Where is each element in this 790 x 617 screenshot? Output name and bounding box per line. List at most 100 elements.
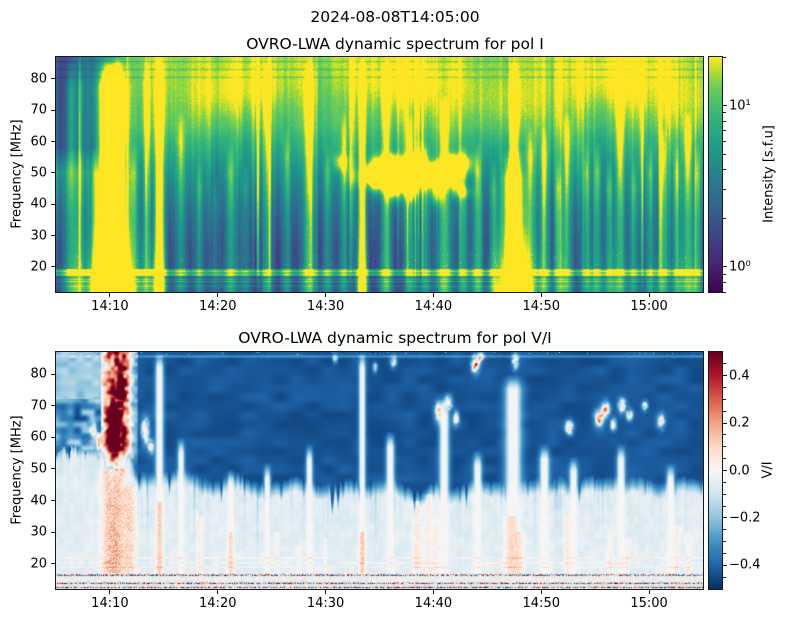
pol-i-colorbar-label: Intensity [s.f.u] <box>761 125 777 223</box>
y-tick-mark <box>51 266 55 268</box>
x-tick-label: 14:30 <box>306 299 345 314</box>
pol-vi-colorbar <box>708 351 723 590</box>
pol-i-ylabel: Frequency [MHz] <box>9 119 25 229</box>
colorbar-minor-tick <box>723 552 726 554</box>
pol-vi-heatmap <box>55 351 704 590</box>
x-tick-label: 14:40 <box>414 596 453 611</box>
pol-i-heatmap <box>55 56 704 293</box>
colorbar-minor-tick <box>723 398 726 400</box>
y-tick-mark <box>51 373 55 375</box>
colorbar-minor-tick <box>723 169 726 171</box>
x-tick-mark <box>648 293 650 297</box>
pol-vi-ylabel: Frequency [MHz] <box>9 415 25 525</box>
y-tick-label: 60 <box>30 134 47 150</box>
x-tick-mark <box>325 293 327 297</box>
colorbar-tick-label: −0.4 <box>729 557 761 573</box>
colorbar-minor-tick <box>723 282 726 284</box>
colorbar-minor-tick <box>723 273 726 275</box>
y-tick-label: 40 <box>30 196 47 212</box>
y-tick-label: 50 <box>30 461 47 477</box>
colorbar-minor-tick <box>723 120 726 122</box>
colorbar-minor-tick <box>723 387 726 389</box>
x-tick-label: 14:10 <box>91 299 129 314</box>
y-tick-label: 30 <box>30 524 47 540</box>
y-tick-label: 80 <box>30 71 47 87</box>
x-tick-mark <box>325 590 327 594</box>
x-tick-label: 14:50 <box>522 299 560 314</box>
y-tick-label: 40 <box>30 493 47 509</box>
colorbar-minor-tick <box>723 458 726 460</box>
colorbar-minor-tick <box>723 189 726 191</box>
x-tick-label: 14:20 <box>199 299 237 314</box>
y-tick-mark <box>51 405 55 407</box>
colorbar-minor-tick <box>723 446 726 448</box>
colorbar-minor-tick <box>723 493 726 495</box>
y-tick-mark <box>51 563 55 565</box>
colorbar-tick-label: −0.2 <box>729 510 761 526</box>
colorbar-major-tick <box>723 105 727 107</box>
x-tick-mark <box>217 293 219 297</box>
colorbar-minor-tick <box>723 153 726 155</box>
y-tick-label: 20 <box>30 259 47 275</box>
x-tick-label: 14:30 <box>306 596 345 611</box>
colorbar-minor-tick <box>723 541 726 543</box>
y-tick-mark <box>51 531 55 533</box>
colorbar-major-tick <box>723 517 727 519</box>
figure-suptitle: 2024-08-08T14:05:00 <box>310 8 480 26</box>
x-tick-mark <box>109 293 111 297</box>
y-tick-label: 80 <box>30 366 47 382</box>
pol-i-title: OVRO-LWA dynamic spectrum for pol I <box>246 35 544 53</box>
y-tick-mark <box>51 468 55 470</box>
colorbar-minor-tick <box>723 434 726 436</box>
y-tick-mark <box>51 141 55 143</box>
colorbar-tick-label: 10⁰ <box>729 259 751 275</box>
colorbar-major-tick <box>723 422 727 424</box>
colorbar-tick-label: 0.4 <box>729 368 750 384</box>
colorbar-tick-label: 0.2 <box>729 415 750 431</box>
x-tick-label: 15:00 <box>630 596 668 611</box>
y-tick-label: 20 <box>30 556 47 572</box>
y-tick-label: 50 <box>30 165 47 181</box>
pol-i-colorbar <box>708 56 723 293</box>
x-tick-label: 14:10 <box>91 596 129 611</box>
colorbar-tick-label: 0.0 <box>729 463 750 478</box>
colorbar-minor-tick <box>723 291 726 293</box>
x-tick-label: 15:00 <box>630 299 668 314</box>
colorbar-minor-tick <box>723 481 726 483</box>
y-tick-label: 30 <box>30 228 47 244</box>
x-tick-mark <box>648 590 650 594</box>
x-tick-label: 14:40 <box>414 299 453 314</box>
y-tick-mark <box>51 203 55 205</box>
colorbar-minor-tick <box>723 217 726 219</box>
y-tick-label: 70 <box>30 102 47 118</box>
pol-vi-title: OVRO-LWA dynamic spectrum for pol V/I <box>238 329 552 347</box>
colorbar-minor-tick <box>723 505 726 507</box>
colorbar-minor-tick <box>723 529 726 531</box>
colorbar-minor-tick <box>723 130 726 132</box>
colorbar-major-tick <box>723 266 727 268</box>
x-tick-mark <box>432 293 434 297</box>
y-tick-mark <box>51 500 55 502</box>
y-tick-mark <box>51 78 55 80</box>
x-tick-mark <box>109 590 111 594</box>
x-tick-mark <box>540 293 542 297</box>
y-tick-label: 70 <box>30 398 47 414</box>
colorbar-major-tick <box>723 375 727 377</box>
pol-vi-colorbar-label: V/I <box>760 461 776 479</box>
colorbar-minor-tick <box>723 112 726 114</box>
y-tick-mark <box>51 235 55 237</box>
x-tick-mark <box>432 590 434 594</box>
colorbar-major-tick <box>723 564 727 566</box>
x-tick-mark <box>540 590 542 594</box>
x-tick-label: 14:20 <box>199 596 237 611</box>
colorbar-major-tick <box>723 470 727 471</box>
colorbar-minor-tick <box>723 56 726 58</box>
colorbar-minor-tick <box>723 363 726 365</box>
colorbar-minor-tick <box>723 410 726 412</box>
colorbar-minor-tick <box>723 576 726 578</box>
y-tick-mark <box>51 109 55 111</box>
y-tick-mark <box>51 436 55 438</box>
y-tick-label: 60 <box>30 429 47 445</box>
x-tick-label: 14:50 <box>522 596 560 611</box>
